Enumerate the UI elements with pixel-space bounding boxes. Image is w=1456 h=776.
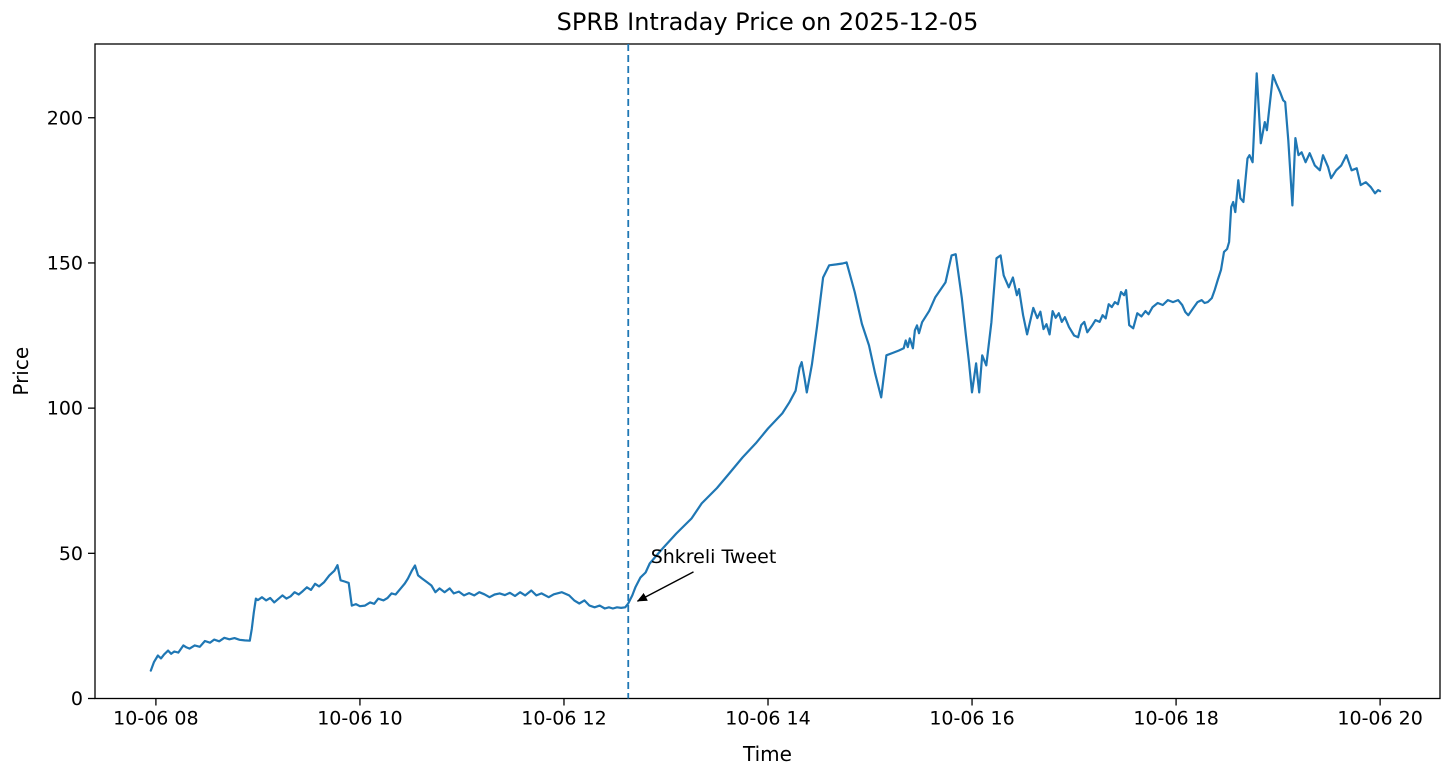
y-axis-title: Price	[9, 347, 33, 396]
x-axis-title: Time	[742, 742, 792, 766]
x-tick-label: 10-06 10	[317, 708, 402, 730]
x-axis-ticks: 10-06 08 10-06 10 10-06 12 10-06 14 10-06 16…	[113, 698, 1423, 730]
x-tick-label: 10-06 20	[1337, 708, 1422, 730]
x-tick-label: 10-06 14	[725, 708, 810, 730]
x-tick-label: 10-06 16	[929, 708, 1014, 730]
y-tick-label: 150	[47, 252, 83, 274]
x-tick-label: 10-06 12	[521, 708, 606, 730]
y-axis-ticks: 0 50 100 150 200	[47, 107, 95, 710]
y-tick-label: 0	[71, 688, 83, 710]
tweet-annotation: Shkreli Tweet	[636, 546, 777, 602]
chart-title: SPRB Intraday Price on 2025-12-05	[557, 8, 979, 36]
y-tick-label: 50	[59, 543, 83, 565]
annotation-label: Shkreli Tweet	[651, 546, 777, 568]
plot-area	[94, 43, 1441, 700]
price-series-line	[149, 72, 1382, 672]
y-tick-label: 200	[47, 107, 83, 129]
x-tick-label: 10-06 08	[113, 708, 198, 730]
y-tick-label: 100	[47, 398, 83, 420]
annotation-arrow	[636, 571, 694, 602]
x-tick-label: 10-06 18	[1133, 708, 1218, 730]
